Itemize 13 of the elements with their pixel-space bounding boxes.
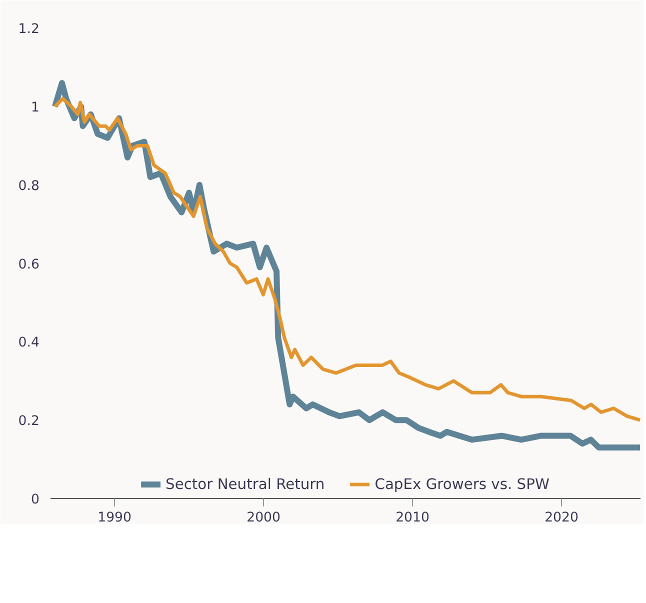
x-tick-label: 2010 bbox=[396, 510, 430, 526]
y-tick-label: 1 bbox=[31, 100, 40, 116]
legend-label: CapEx Growers vs. SPW bbox=[374, 476, 550, 492]
y-tick-label: 1.2 bbox=[18, 22, 40, 38]
y-tick-label: 0.2 bbox=[18, 414, 40, 430]
legend-label: Sector Neutral Return bbox=[166, 476, 325, 492]
x-tick-label: 1990 bbox=[98, 510, 132, 526]
y-tick-label: 0.8 bbox=[18, 178, 40, 194]
y-tick-label: 0.6 bbox=[18, 257, 40, 272]
x-tick-label: 2000 bbox=[246, 510, 281, 526]
x-tick-label: 2020 bbox=[544, 510, 578, 526]
y-tick-label: 0 bbox=[31, 492, 40, 508]
y-tick-label: 0.4 bbox=[18, 336, 40, 351]
